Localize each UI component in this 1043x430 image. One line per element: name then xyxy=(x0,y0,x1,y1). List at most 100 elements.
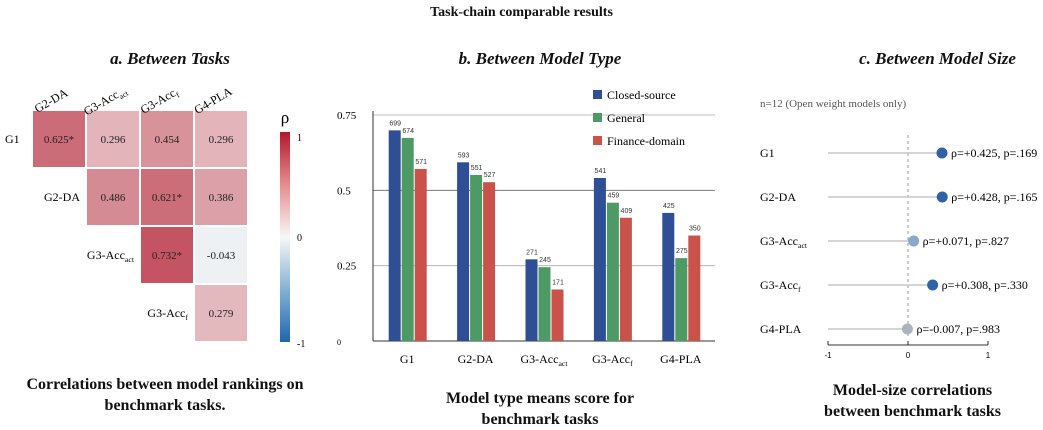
heatmap-cell: 0.386 xyxy=(193,167,249,227)
legend-label: Finance-domain xyxy=(607,134,685,148)
dot-row-label: G1 xyxy=(760,146,775,160)
dot-marker xyxy=(901,323,913,335)
heatmap-cell: 0.454 xyxy=(139,109,195,169)
heatmap-cell-value: 0.732* xyxy=(152,250,182,262)
dot-row: G4-PLA ρ=-0.007, p=.983 xyxy=(760,322,1000,336)
bar-category-label: G1 xyxy=(400,352,415,366)
bar xyxy=(525,259,538,341)
heatmap-cell-value: 0.279 xyxy=(209,308,234,320)
label-subscript: act xyxy=(558,359,568,368)
label-text: G1 xyxy=(760,146,775,160)
bar-value-label: 409 xyxy=(621,208,633,215)
panel-b-caption-line-2: benchmark tasks xyxy=(481,411,599,428)
panel-c-caption-line-2: between benchmark tasks xyxy=(824,403,1001,420)
legend-swatch xyxy=(593,90,602,99)
bar xyxy=(688,235,701,341)
bar-ytick-label: 0.25 xyxy=(337,261,357,273)
panel-c-caption-line-1: Model-size correlations xyxy=(832,382,993,399)
heatmap-row-label: G3-Accf xyxy=(147,306,188,322)
label-text: G3-Acc xyxy=(760,234,798,248)
bar-value-label: 551 xyxy=(471,165,483,172)
heatmap-cell-rect xyxy=(193,283,249,343)
dot-xtick-label: 1 xyxy=(986,351,991,360)
label-subscript: act xyxy=(798,241,808,250)
heatmap-row-label: G3-Accact xyxy=(87,248,135,264)
dot-row-label: G4-PLA xyxy=(760,322,802,336)
dot-xtick-label: -1 xyxy=(824,351,832,360)
bar xyxy=(606,202,619,341)
heatmap-cell-rect xyxy=(193,109,249,169)
heatmap-cell-value: 0.454 xyxy=(155,134,180,146)
heatmap-row-label: G1 xyxy=(5,132,20,146)
bar xyxy=(401,137,414,341)
legend-label: Closed-source xyxy=(607,88,676,102)
colorbar-tick-min: -1 xyxy=(297,339,305,350)
label-text: G2-DA xyxy=(458,352,494,366)
heatmap-cell: -0.043 xyxy=(193,225,249,285)
heatmap-chart: 0.625* 0.296 0.454 0.296 0.486 0.621* 0.386 0.7… xyxy=(5,84,305,350)
bar xyxy=(593,177,606,341)
heatmap-cell: 0.625* xyxy=(31,109,87,169)
panel-b-caption-line-1: Model type means score for xyxy=(445,390,635,407)
heatmap-cell-value: 0.386 xyxy=(209,192,234,204)
heatmap-cell: 0.621* xyxy=(139,167,195,227)
label-text: G3-Acc xyxy=(760,278,798,292)
label-text: G2-DA xyxy=(760,190,796,204)
panel-a-caption-line-2: benchmark tasks. xyxy=(104,397,226,414)
label-text: G4-PLA xyxy=(760,322,802,336)
bar xyxy=(675,258,688,341)
label-subscript: f xyxy=(174,90,181,99)
bar xyxy=(538,267,551,341)
panel-b-caption: Model type means score for benchmark tas… xyxy=(420,388,660,430)
dot-marker xyxy=(927,279,939,291)
bar xyxy=(662,212,675,341)
panel-c-title: c. Between Model Size xyxy=(859,49,1016,68)
heatmap-cell-rect xyxy=(139,167,195,227)
label-text: G1 xyxy=(5,132,20,146)
label-subscript: f xyxy=(185,313,188,322)
bar-chart: 0 0.25 0.5 0.75 699 593 271 541 425 674 551 245 459… xyxy=(337,88,715,368)
dot-row: G2-DA ρ=+0.428, p=.165 xyxy=(760,190,1038,204)
dot-value-label: ρ=+0.428, p=.165 xyxy=(951,190,1037,204)
bar-value-label: 275 xyxy=(676,248,688,255)
dot-value-label: ρ=+0.308, p=.330 xyxy=(942,278,1028,292)
colorbar-tick-max: 1 xyxy=(297,133,302,144)
dot-chart: n=12 (Open weight models only) G1 ρ=+0.42… xyxy=(760,98,1038,360)
bar-category-label: G3-Accact xyxy=(520,352,568,368)
dot-row-label: G3-Accact xyxy=(760,234,808,250)
heatmap-cell-rect xyxy=(85,167,141,227)
legend-swatch xyxy=(593,136,602,145)
dot-marker xyxy=(936,191,948,203)
heatmap-cell: 0.279 xyxy=(193,283,249,343)
bar-category-label: G4-PLA xyxy=(660,352,702,366)
bar-value-label: 527 xyxy=(484,172,496,179)
colorbar xyxy=(280,132,290,342)
bar-value-label: 350 xyxy=(689,226,701,233)
heatmap-cell-value: 0.296 xyxy=(209,134,234,146)
label-text: G3-Acc xyxy=(147,306,185,320)
label-subscript: f xyxy=(798,285,801,294)
label-text: G1 xyxy=(400,352,415,366)
dot-row-label: G2-DA xyxy=(760,190,796,204)
dot-value-label: ρ=-0.007, p=.983 xyxy=(916,322,1000,336)
panel-a-caption: Correlations between model rankings on b… xyxy=(0,374,330,416)
label-subscript: f xyxy=(630,359,633,368)
bar xyxy=(619,217,632,341)
heatmap-cell-value: 0.625* xyxy=(44,134,74,146)
label-text: G4-PLA xyxy=(660,352,702,366)
bar-value-label: 171 xyxy=(552,279,564,286)
legend-swatch xyxy=(593,113,602,122)
panel-c-subtitle: n=12 (Open weight models only) xyxy=(760,98,906,110)
bar-value-label: 245 xyxy=(539,257,551,264)
label-text: G2-DA xyxy=(44,190,80,204)
bar-value-label: 593 xyxy=(458,152,470,159)
dot-row: G3-Accact ρ=+0.071, p=.827 xyxy=(760,234,1009,250)
bar-value-label: 459 xyxy=(608,193,620,200)
label-text: G3-Acc xyxy=(520,352,558,366)
heatmap-cell: 0.296 xyxy=(85,109,141,169)
colorbar-tick-zero: 0 xyxy=(297,233,302,244)
legend-label: General xyxy=(607,111,646,125)
dot-value-label: ρ=+0.425, p=.169 xyxy=(951,146,1037,160)
heatmap-cell-value: -0.043 xyxy=(207,250,236,262)
figure-title: Task-chain comparable results xyxy=(430,5,613,20)
